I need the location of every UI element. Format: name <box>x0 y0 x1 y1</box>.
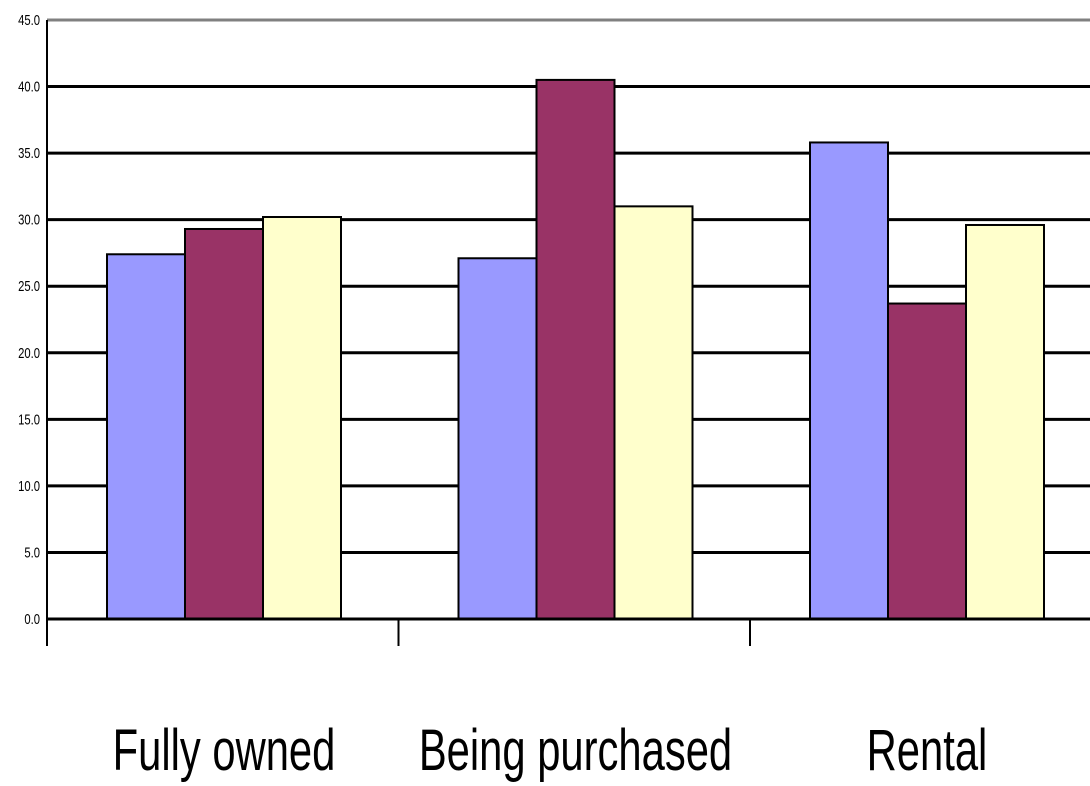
bar <box>535 78 616 620</box>
x-tick-label: Rental <box>867 717 988 782</box>
x-tick-label: Being purchased <box>419 717 732 782</box>
x-tick-labels: Fully owned Being purchased Rental <box>113 717 988 782</box>
y-tick-label: 45.0 <box>18 11 40 28</box>
y-tick-label: 30.0 <box>18 211 40 228</box>
bar <box>809 141 889 620</box>
y-tick-label: 0.0 <box>24 610 40 627</box>
y-tick-label: 20.0 <box>18 344 40 361</box>
bar <box>887 302 967 620</box>
x-tick-label: Fully owned <box>113 717 336 782</box>
y-tick-label: 5.0 <box>24 544 40 561</box>
axes <box>46 20 1090 646</box>
bar <box>262 216 342 620</box>
y-tick-label: 35.0 <box>18 145 40 162</box>
bar <box>613 205 694 620</box>
bar <box>457 257 538 620</box>
y-tick-label: 15.0 <box>18 411 40 428</box>
y-tick-label: 40.0 <box>18 78 40 95</box>
bar <box>106 253 186 621</box>
bar <box>965 223 1045 620</box>
y-tick-label: 10.0 <box>18 477 40 494</box>
bar <box>184 227 264 621</box>
y-tick-label: 25.0 <box>18 278 40 295</box>
y-tick-labels: 0.0 5.0 10.0 15.0 20.0 25.0 30.0 35.0 40.0 45.0 <box>18 11 40 627</box>
bars <box>106 78 1045 621</box>
